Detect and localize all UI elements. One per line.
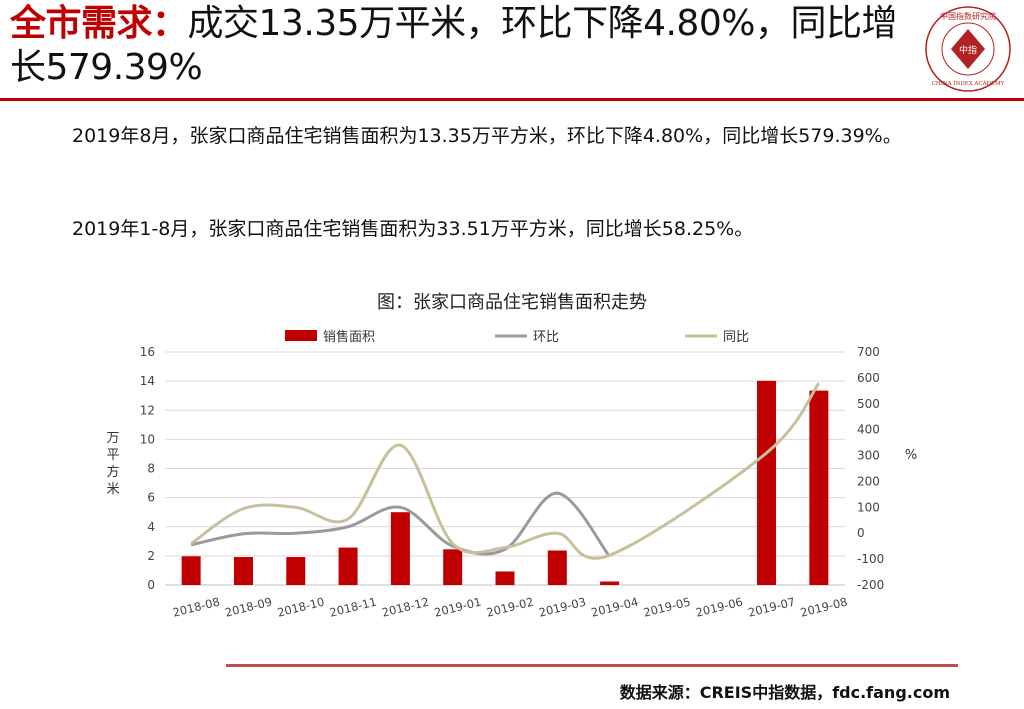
x-tick-label: 2018-08 xyxy=(171,595,221,620)
title-text: 成交13.35万平米，环比下降4.80%，同比增长579.39% xyxy=(10,3,897,88)
bar xyxy=(547,550,567,585)
logo-top-text: 中国指数研究院 xyxy=(940,11,996,21)
y2-tick-label: 700 xyxy=(857,345,880,359)
bar xyxy=(338,547,358,585)
y-tick-label: 4 xyxy=(147,520,155,534)
logo-center-text: 中指 xyxy=(959,44,977,56)
x-tick-label: 2019-06 xyxy=(694,595,744,620)
y-tick-label: 14 xyxy=(140,374,155,388)
y2-tick-label: 500 xyxy=(857,397,880,411)
summary-paragraph-1: 2019年8月，张家口商品住宅销售面积为13.35万平方米，环比下降4.80%，… xyxy=(72,125,902,147)
y2-tick-label: -200 xyxy=(857,578,884,592)
china-index-academy-logo: 中指 中国指数研究院 CHINA INDEX ACADEMY xyxy=(925,6,1011,92)
y-tick-label: 6 xyxy=(147,491,155,505)
y-tick-label: 10 xyxy=(140,432,155,446)
x-tick-label: 2018-12 xyxy=(380,595,430,620)
bar xyxy=(233,557,253,585)
x-tick-label: 2019-03 xyxy=(537,595,587,620)
legend-label: 同比 xyxy=(723,330,749,345)
y2-tick-label: -100 xyxy=(857,552,884,566)
legend-label: 销售面积 xyxy=(323,329,375,345)
x-tick-label: 2019-01 xyxy=(433,595,483,620)
y2-tick-label: 200 xyxy=(857,474,880,488)
bar xyxy=(443,549,463,585)
y-tick-label: 8 xyxy=(147,462,155,476)
y2-tick-label: 300 xyxy=(857,449,880,463)
bar xyxy=(390,512,410,585)
x-tick-label: 2019-08 xyxy=(799,595,849,620)
chart-title: 图：张家口商品住宅销售面积走势 xyxy=(377,292,647,313)
yoy-line xyxy=(190,382,821,560)
bar xyxy=(286,557,306,585)
y-tick-label: 12 xyxy=(140,403,155,417)
footer-divider xyxy=(226,664,958,667)
y-axis-label: 平 xyxy=(106,448,119,463)
bar xyxy=(809,390,829,585)
x-tick-label: 2018-09 xyxy=(223,595,273,620)
title-highlight: 全市需求： xyxy=(10,3,188,44)
bar xyxy=(181,556,201,585)
x-tick-label: 2018-10 xyxy=(276,595,326,620)
y2-tick-label: 600 xyxy=(857,371,880,385)
x-tick-label: 2018-11 xyxy=(328,595,378,620)
sales-area-chart: 0 2 4 6 8 10 12 14 16 -200 -100 0 100 200 300 400 500 600… xyxy=(106,329,917,620)
y-tick-label: 0 xyxy=(147,578,155,592)
x-tick-label: 2019-02 xyxy=(485,595,535,620)
y-tick-label: 2 xyxy=(147,549,155,563)
y-tick-label: 16 xyxy=(140,345,155,359)
x-tick-label: 2019-07 xyxy=(747,595,797,620)
y2-tick-label: 100 xyxy=(857,500,880,514)
x-tick-label: 2019-05 xyxy=(642,595,692,620)
title-divider xyxy=(0,98,1024,101)
bar xyxy=(495,571,515,585)
y2-tick-label: 0 xyxy=(857,526,865,540)
x-tick-label: 2019-04 xyxy=(590,595,640,620)
summary-paragraph-2: 2019年1-8月，张家口商品住宅销售面积为33.51万平方米，同比增长58.2… xyxy=(72,218,754,240)
page-title: 全市需求：成交13.35万平米，环比下降4.80%，同比增长579.39% xyxy=(10,2,910,90)
data-source: 数据来源：CREIS中指数据，fdc.fang.com xyxy=(619,683,950,702)
logo-bottom-text: CHINA INDEX ACADEMY xyxy=(932,81,1005,87)
bar xyxy=(600,581,620,585)
y-axis-label: 米 xyxy=(106,482,119,497)
legend-label: 环比 xyxy=(533,330,559,345)
y2-axis-label: % xyxy=(905,448,917,463)
bar xyxy=(757,380,777,585)
y-axis-label: 方 xyxy=(106,464,119,480)
y-axis-label: 万 xyxy=(106,431,119,446)
mom-line xyxy=(190,491,611,558)
y2-tick-label: 400 xyxy=(857,423,880,437)
legend-swatch xyxy=(285,330,317,341)
